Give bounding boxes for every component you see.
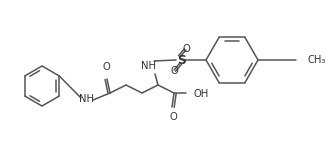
Text: OH: OH	[194, 89, 209, 99]
Text: CH₃: CH₃	[308, 55, 326, 65]
Text: NH: NH	[79, 94, 93, 104]
Text: O: O	[102, 62, 110, 72]
Text: O: O	[169, 112, 177, 122]
Text: S: S	[177, 53, 185, 66]
Text: NH: NH	[140, 61, 156, 71]
Text: O: O	[170, 66, 178, 76]
Text: O: O	[182, 44, 190, 54]
